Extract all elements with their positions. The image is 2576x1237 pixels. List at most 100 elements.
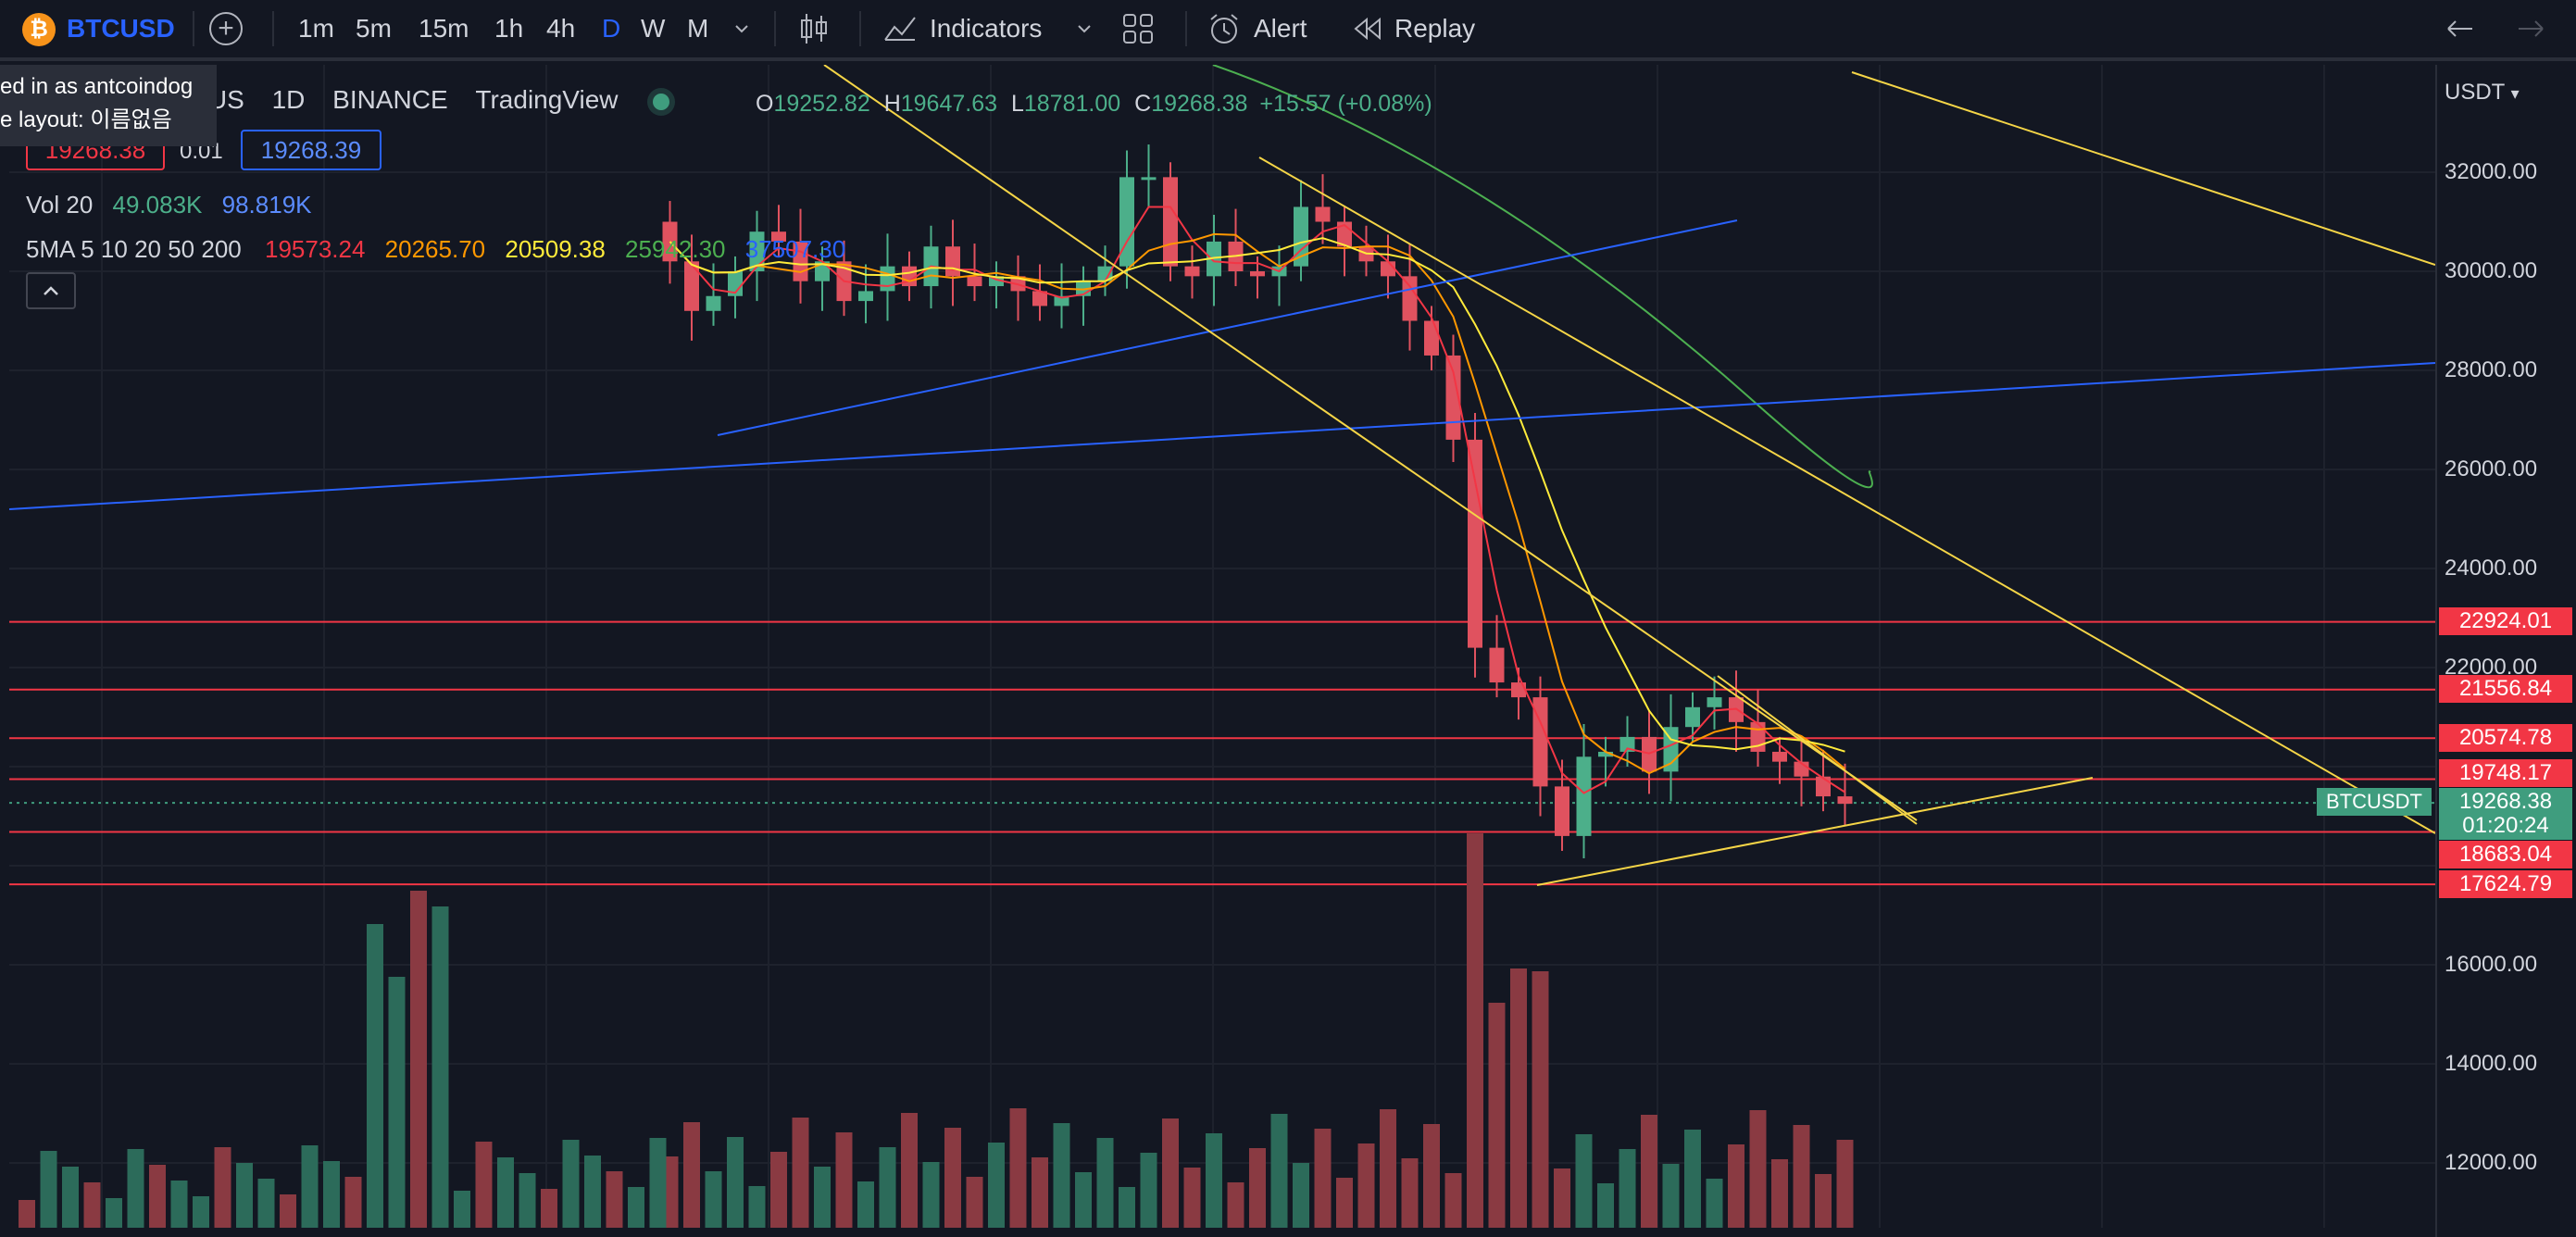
volume-bar	[879, 1147, 896, 1228]
volume-bar	[988, 1143, 1005, 1228]
candle-body	[945, 246, 960, 277]
volume-bar	[193, 1196, 209, 1228]
volume-bar	[1510, 968, 1527, 1228]
chevron-down-icon[interactable]	[732, 0, 752, 57]
divider	[1185, 11, 1187, 46]
volume-bar	[562, 1140, 580, 1228]
candle-body	[815, 261, 830, 281]
rewind-icon	[1354, 17, 1381, 41]
candle-body	[1685, 706, 1700, 728]
volume-bar	[727, 1137, 744, 1228]
trend-line	[1851, 71, 2435, 266]
divider	[774, 11, 776, 46]
currency-selector[interactable]: USDT ▾	[2445, 80, 2520, 105]
price-tick: 26000.00	[2445, 456, 2538, 481]
volume-bar	[1336, 1178, 1353, 1228]
volume-bar	[1119, 1187, 1135, 1228]
volume-bar	[1641, 1115, 1657, 1228]
volume-bar	[1423, 1124, 1440, 1228]
volume-bar	[1053, 1123, 1070, 1228]
volume-bar	[1444, 1173, 1462, 1228]
indicators-dropdown-icon[interactable]	[1074, 0, 1094, 57]
symbol-search-button[interactable]: BTCUSD	[67, 14, 175, 43]
volume-bar	[19, 1200, 35, 1228]
volume-bar	[1575, 1134, 1593, 1228]
candles-style-icon[interactable]	[798, 0, 830, 57]
alert-button[interactable]: Alert	[1207, 0, 1307, 57]
volume-bar	[1619, 1149, 1636, 1228]
volume-bar	[1096, 1138, 1114, 1228]
volume-bar	[835, 1132, 853, 1228]
interval-15m[interactable]: 15m	[419, 14, 469, 43]
candle-body	[858, 291, 873, 302]
volume-bar	[1249, 1148, 1266, 1228]
candle-body	[684, 261, 699, 311]
volume-bar	[170, 1181, 188, 1228]
candle-body	[1489, 647, 1505, 683]
volume-bar	[344, 1177, 362, 1228]
indicators-icon	[884, 17, 916, 41]
interval-4h[interactable]: 4h	[546, 14, 576, 43]
indicators-label: Indicators	[930, 14, 1043, 43]
layout-grid-icon[interactable]	[1122, 0, 1154, 57]
volume-bar	[214, 1147, 231, 1228]
price-chart-canvas[interactable]	[9, 65, 2435, 1228]
trend-line	[1536, 777, 2094, 886]
symbol-legend[interactable]: erUS 1D BINANCE TradingView	[185, 85, 670, 115]
volume-bar	[1293, 1163, 1309, 1228]
ma-legend[interactable]: 5MA 5 10 20 50 200 19573.24 20265.70 205…	[26, 235, 846, 263]
volume-bar	[257, 1179, 275, 1228]
volume-bar	[40, 1151, 57, 1228]
replay-button[interactable]: Replay	[1352, 0, 1475, 57]
volume-bar	[1836, 1140, 1854, 1228]
candle-body	[1772, 751, 1787, 762]
candle-body	[771, 231, 786, 242]
interval-5m[interactable]: 5m	[356, 14, 392, 43]
interval-m[interactable]: M	[687, 14, 709, 43]
volume-bar	[280, 1194, 296, 1228]
price-axis[interactable]	[2435, 65, 2576, 1237]
btc-logo-icon: ₿	[22, 13, 56, 46]
interval-d[interactable]: D	[602, 14, 621, 43]
price-tick: 16000.00	[2445, 952, 2538, 977]
divider	[193, 11, 194, 46]
market-status-dot-icon[interactable]	[653, 93, 670, 110]
interval-1h[interactable]: 1h	[494, 14, 524, 43]
redo-icon[interactable]	[2515, 0, 2546, 57]
ma50-line	[1212, 65, 1873, 489]
candle-body	[1315, 206, 1331, 222]
candle-body	[1598, 751, 1613, 757]
current-price-tag: 19268.38 01:20:24	[2439, 788, 2572, 840]
interval-w[interactable]: W	[641, 14, 666, 43]
buy-price-box[interactable]: 19268.39	[241, 130, 381, 170]
indicators-button[interactable]: Indicators	[883, 0, 1042, 57]
tooltip-line-2: e layout: 이름없음	[0, 107, 172, 132]
candle-body	[749, 231, 765, 271]
candle-body	[1119, 177, 1134, 267]
collapse-legend-button[interactable]	[26, 272, 76, 309]
interval-1m[interactable]: 1m	[298, 14, 334, 43]
volume-bar	[1793, 1125, 1810, 1228]
candle-body	[1816, 776, 1831, 797]
candle-body	[1402, 276, 1418, 321]
trend-line	[1717, 675, 1918, 825]
price-tick: 30000.00	[2445, 258, 2538, 283]
candle-body	[1555, 786, 1569, 836]
volume-bar	[1183, 1168, 1201, 1228]
candle-body	[728, 271, 743, 296]
volume-bar	[1162, 1118, 1179, 1228]
volume-bar	[475, 1142, 493, 1228]
level-tag: 21556.84	[2439, 675, 2572, 703]
candle-body	[1381, 261, 1395, 277]
volume-legend[interactable]: Vol 20 49.083K 98.819K	[26, 191, 312, 219]
compare-plus-icon[interactable]: +	[209, 12, 243, 45]
volume-bar	[584, 1156, 601, 1228]
volume-bar	[1227, 1182, 1244, 1228]
candle-body	[1294, 206, 1308, 267]
candle-body	[1032, 291, 1047, 306]
candle-body	[1576, 756, 1592, 836]
volume-bar	[1554, 1168, 1570, 1228]
volume-bar	[748, 1186, 766, 1228]
volume-bar	[705, 1171, 722, 1228]
undo-icon[interactable]	[2445, 0, 2476, 57]
